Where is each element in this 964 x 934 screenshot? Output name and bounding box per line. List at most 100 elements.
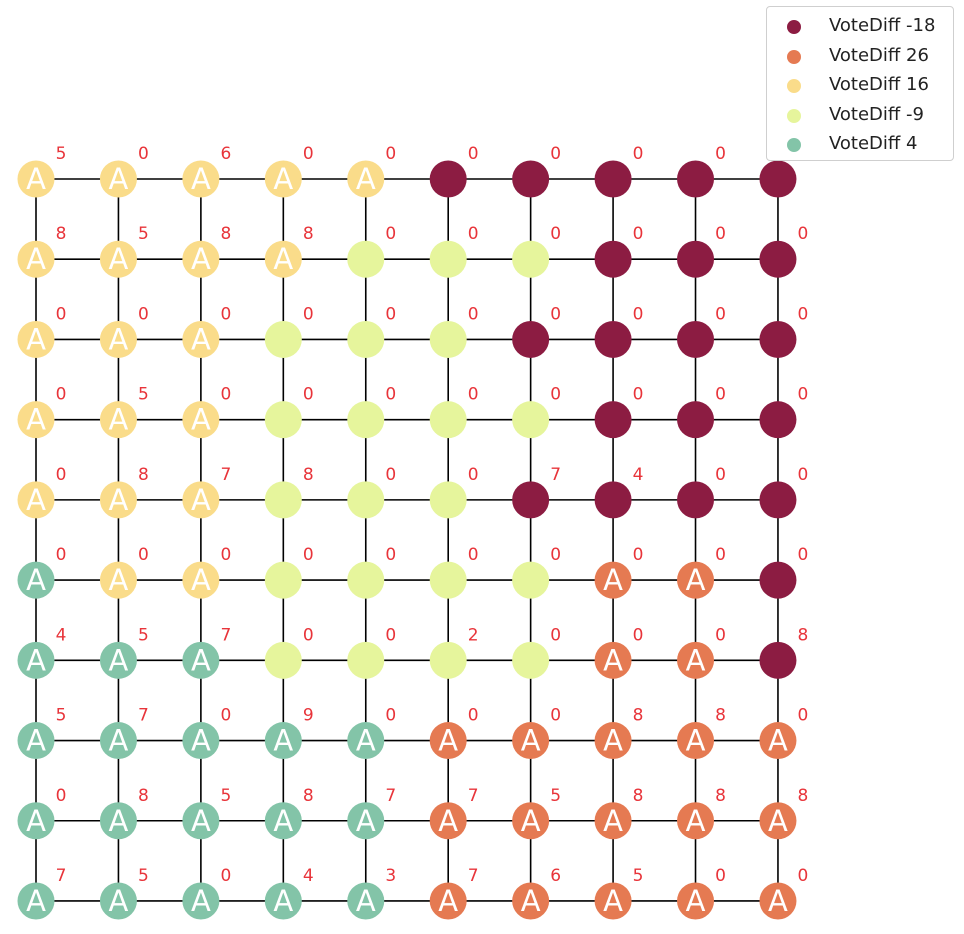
legend-label: VoteDiff -9 [829, 103, 924, 125]
node-letter: A [26, 403, 46, 437]
node-number-label: 8 [220, 224, 231, 244]
grid-node [264, 401, 302, 439]
node-letter: A [26, 322, 46, 356]
node-number-label: 0 [550, 385, 561, 405]
node-letter: A [686, 804, 706, 838]
node-number-label: 0 [715, 304, 726, 324]
legend-label: VoteDiff 4 [829, 133, 918, 154]
grid-node [17, 641, 55, 679]
node-number-label: 0 [550, 545, 561, 565]
node-letter: A [603, 804, 623, 838]
legend-marker [787, 108, 801, 123]
node-number-label: 8 [798, 786, 809, 806]
grid-node [347, 320, 385, 358]
node-letter: A [603, 884, 623, 918]
node-number-label: 0 [138, 545, 149, 565]
grid-node [512, 240, 550, 278]
grid-node [759, 160, 797, 198]
node-letter: A [191, 242, 211, 276]
grid-node [512, 641, 550, 679]
grid-node [347, 481, 385, 519]
grid-node [264, 320, 302, 358]
node-letter: A [768, 884, 788, 918]
grid-node [594, 401, 632, 439]
grid-node [99, 401, 137, 439]
grid-nodes: A A A A A A A A A A A A A A A A A A A A A A A A A A A A A A A A A A A A A A A A… [17, 160, 797, 920]
grid-node [759, 882, 797, 920]
node-number-label: 0 [715, 224, 726, 244]
node-number-label: 0 [385, 706, 396, 726]
node-number-label: 8 [56, 224, 67, 244]
node-letter: A [109, 724, 129, 758]
grid-node [429, 882, 467, 920]
grid-node [677, 561, 715, 599]
grid-node [429, 481, 467, 519]
grid-node [264, 240, 302, 278]
grid-node [677, 160, 715, 198]
node-number-label: 0 [468, 385, 479, 405]
grid-node [99, 160, 137, 198]
grid-node [759, 481, 797, 519]
node-number-label: 0 [550, 625, 561, 645]
node-number-label: 7 [220, 465, 231, 485]
node-number-label: 0 [56, 786, 67, 806]
grid-node [182, 320, 220, 358]
node-letter: A [521, 804, 541, 838]
node-number-label: 5 [138, 866, 149, 886]
node-number-label: 0 [220, 385, 231, 405]
node-letter: A [109, 162, 129, 196]
legend: VoteDiff -18 VoteDiff 26 VoteDiff 16 VoteDi… [766, 6, 954, 161]
legend-item: VoteDiff 26 [767, 42, 953, 72]
grid-node [99, 561, 137, 599]
grid-node [429, 320, 467, 358]
node-number-label: 8 [633, 706, 644, 726]
node-number-label: 9 [303, 706, 314, 726]
grid-node [512, 561, 550, 599]
grid-node [99, 641, 137, 679]
node-letter: A [603, 563, 623, 597]
node-number-label: 0 [550, 706, 561, 726]
grid-node [512, 401, 550, 439]
node-number-label: 0 [715, 385, 726, 405]
grid-node [512, 481, 550, 519]
node-letter: A [26, 724, 46, 758]
node-letter: A [438, 884, 458, 918]
node-letter: A [26, 162, 46, 196]
node-letter: A [26, 483, 46, 517]
node-letter: A [438, 804, 458, 838]
node-letter: A [603, 724, 623, 758]
node-number-label: 0 [56, 545, 67, 565]
node-number-label: 0 [550, 224, 561, 244]
grid-node [677, 882, 715, 920]
node-letter: A [356, 162, 376, 196]
node-number-label: 0 [798, 465, 809, 485]
grid-node [347, 401, 385, 439]
legend-item: VoteDiff 16 [767, 71, 953, 101]
grid-node [99, 240, 137, 278]
node-letter: A [686, 724, 706, 758]
grid-node [99, 320, 137, 358]
node-number-label: 8 [138, 465, 149, 485]
grid-node [594, 240, 632, 278]
grid-node [264, 641, 302, 679]
grid-node [264, 561, 302, 599]
grid-node [99, 722, 137, 760]
grid-node [759, 641, 797, 679]
grid-node [17, 160, 55, 198]
node-number-label: 0 [138, 144, 149, 164]
node-number-label: 0 [633, 385, 644, 405]
node-number-label: 7 [220, 625, 231, 645]
node-letter: A [109, 483, 129, 517]
node-number-label: 0 [220, 304, 231, 324]
grid-node [594, 882, 632, 920]
node-number-label: 0 [633, 625, 644, 645]
grid-node [347, 882, 385, 920]
grid-node [759, 561, 797, 599]
grid-node [429, 561, 467, 599]
node-number-label: 0 [468, 545, 479, 565]
node-letter: A [438, 724, 458, 758]
node-number-label: 7 [138, 706, 149, 726]
node-letter: A [191, 403, 211, 437]
grid-node [759, 320, 797, 358]
grid-node [17, 320, 55, 358]
